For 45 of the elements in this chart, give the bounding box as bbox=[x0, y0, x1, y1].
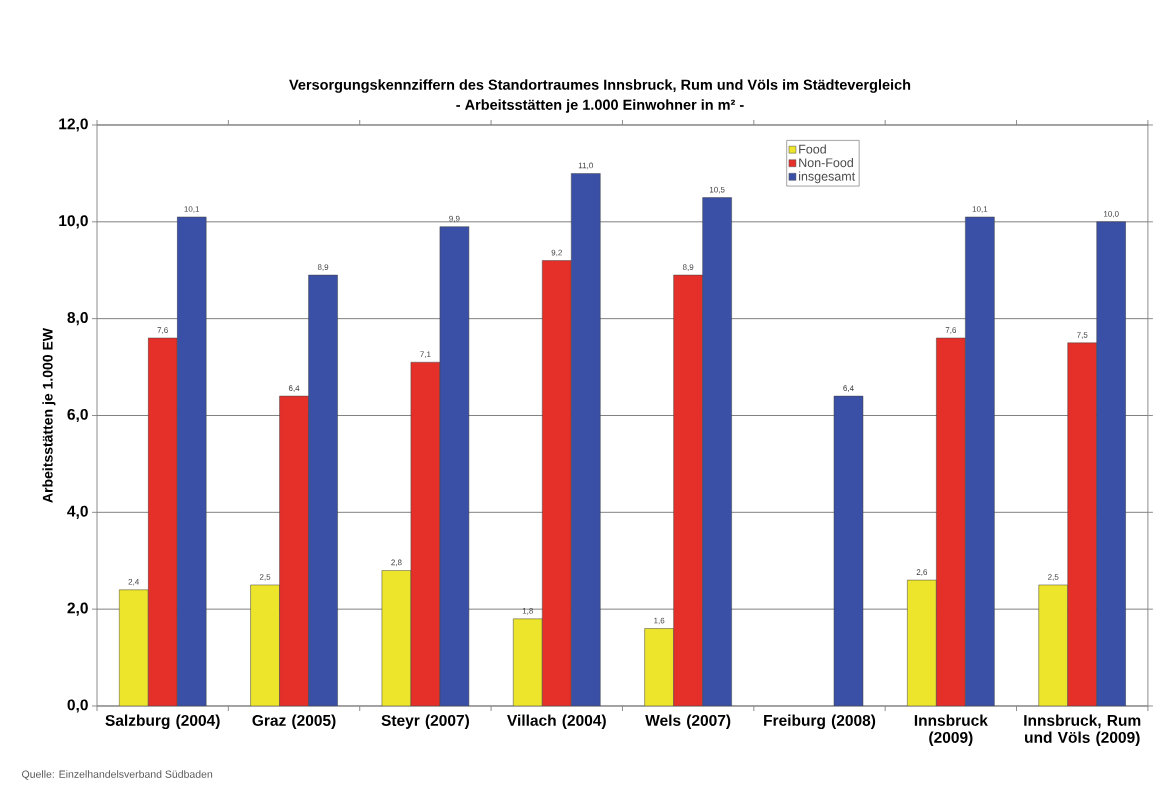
data-label: 2,5 bbox=[1048, 574, 1059, 581]
x-tick-label: Innsbruck (2009) bbox=[914, 714, 988, 746]
data-label: 7,6 bbox=[945, 327, 957, 334]
data-label: 10,1 bbox=[972, 206, 988, 213]
data-label: 8,9 bbox=[682, 264, 694, 271]
data-label: 10,5 bbox=[709, 186, 725, 194]
data-label: 2,8 bbox=[391, 559, 402, 567]
data-label: 6,4 bbox=[288, 385, 300, 392]
data-label: 1,8 bbox=[522, 608, 533, 615]
x-tick-label: Graz (2005) bbox=[252, 714, 336, 729]
legend-label: Non-Food bbox=[799, 157, 853, 168]
x-tick-label: Salzburg (2004) bbox=[105, 714, 220, 730]
x-tick-label: Wels (2007) bbox=[645, 714, 731, 729]
legend-label: insgesamt bbox=[799, 171, 856, 184]
data-label: 1,6 bbox=[654, 617, 665, 625]
data-label: 6,4 bbox=[843, 385, 854, 392]
legend-label: Food bbox=[799, 144, 826, 154]
data-label: 10,0 bbox=[1104, 211, 1119, 218]
x-tick-label: Villach (2004) bbox=[507, 714, 606, 729]
data-label: 9,9 bbox=[449, 215, 460, 223]
y-tick-label: 8,0 bbox=[67, 312, 88, 326]
data-label: 7,6 bbox=[157, 327, 168, 334]
data-label: 2,5 bbox=[259, 574, 271, 581]
x-tick-label: Freiburg (2008) bbox=[764, 714, 876, 730]
data-label: 7,1 bbox=[420, 351, 431, 359]
data-label: 9,2 bbox=[551, 249, 562, 257]
y-tick-label: 0,0 bbox=[67, 699, 88, 713]
x-tick-label: Steyr (2007) bbox=[381, 714, 469, 729]
data-label: 2,4 bbox=[128, 578, 140, 586]
y-tick-label: 6,0 bbox=[67, 408, 88, 423]
y-axis-title: Arbeitsstätten je 1.000 EW bbox=[42, 327, 56, 503]
data-label: 10,1 bbox=[184, 206, 200, 213]
chart-subtitle: - Arbeitsstätten je 1.000 Einwohner in m² - bbox=[456, 99, 744, 113]
x-tick-label: Innsbruck, Rum und Völs (2009) bbox=[1024, 714, 1141, 746]
data-label: 7,5 bbox=[1077, 332, 1088, 339]
y-tick-label: 2,0 bbox=[67, 602, 88, 616]
y-tick-label: 4,0 bbox=[67, 505, 88, 519]
data-label: 2,6 bbox=[916, 569, 928, 576]
data-label: 11,0 bbox=[578, 162, 593, 170]
source-note: Quelle: Einzelhandelsverband Südbaden bbox=[22, 770, 213, 780]
y-tick-label: 10,0 bbox=[59, 215, 88, 229]
bar bbox=[833, 395, 864, 706]
data-label: 8,9 bbox=[317, 264, 329, 271]
chart-title: Versorgungskennziffern des Standortraumes Innsbruck, Rum und Völs im Städtevergleich bbox=[289, 79, 911, 93]
y-tick-label: 12,0 bbox=[59, 118, 88, 132]
